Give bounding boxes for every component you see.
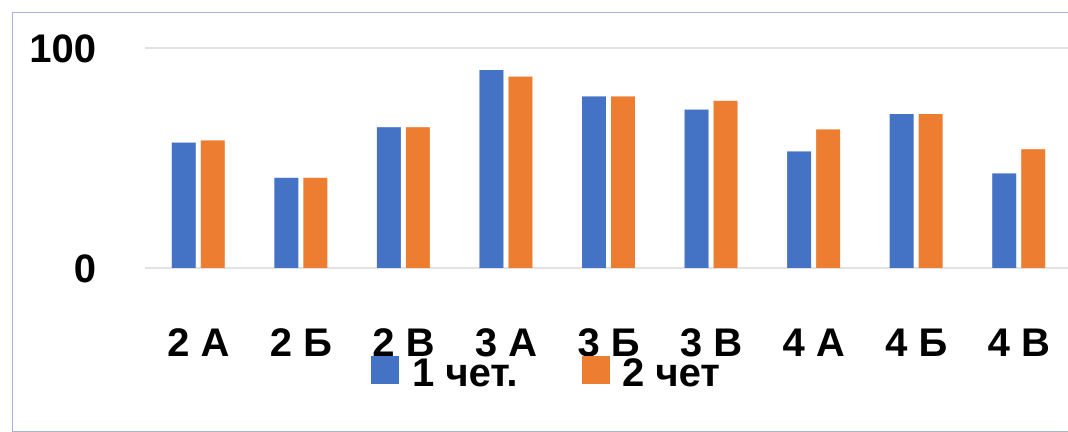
bar-1 bbox=[171, 142, 196, 268]
bars bbox=[171, 70, 1046, 269]
legend-label: 1 чет. bbox=[412, 351, 518, 395]
x-tick-label: 4 А bbox=[782, 321, 844, 365]
y-tick-label: 100 bbox=[29, 27, 96, 71]
bar-2 bbox=[816, 129, 841, 268]
bar-1 bbox=[274, 177, 299, 268]
bar-1 bbox=[787, 151, 812, 268]
bar-2 bbox=[303, 177, 328, 268]
gridlines bbox=[145, 47, 1068, 269]
bar-1 bbox=[684, 109, 709, 268]
y-axis-ticks: 0 100 bbox=[29, 27, 96, 291]
legend-swatch bbox=[582, 356, 610, 384]
bar-2 bbox=[1021, 149, 1046, 268]
legend: 1 чет. 2 чет bbox=[371, 351, 720, 395]
bar-1 bbox=[479, 70, 504, 268]
x-tick-label: 2 Б bbox=[270, 321, 332, 365]
bar-2 bbox=[918, 114, 943, 268]
x-tick-label: 4 Б bbox=[885, 321, 947, 365]
x-tick-label: 2 А bbox=[167, 321, 229, 365]
bar-1 bbox=[376, 127, 401, 268]
bar-1 bbox=[889, 114, 914, 268]
y-tick-label: 0 bbox=[74, 247, 96, 291]
legend-label: 2 чет bbox=[622, 351, 720, 395]
x-tick-label: 4 В bbox=[988, 321, 1050, 365]
bar-2 bbox=[200, 140, 225, 268]
bar-2 bbox=[405, 127, 430, 268]
bar-1 bbox=[992, 173, 1017, 268]
x-tick-label: 3 А bbox=[475, 321, 537, 365]
bar-2 bbox=[611, 96, 635, 269]
bar-2 bbox=[713, 100, 738, 268]
x-tick-label: 3 В bbox=[680, 321, 742, 365]
bar-2 bbox=[508, 76, 533, 268]
legend-swatch bbox=[371, 356, 399, 384]
bar-1 bbox=[582, 96, 606, 269]
